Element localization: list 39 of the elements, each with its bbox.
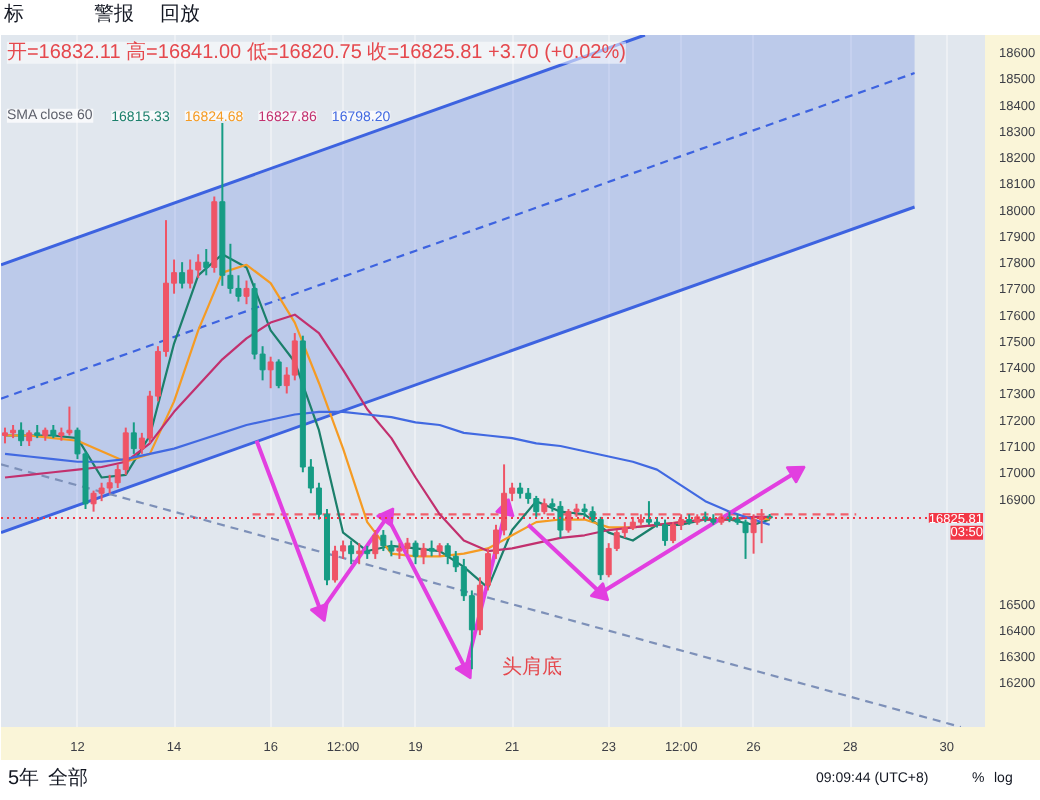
candlestick bbox=[750, 513, 757, 555]
candlestick bbox=[203, 248, 210, 277]
text: 标 bbox=[4, 4, 24, 28]
candlestick bbox=[356, 542, 363, 566]
candlestick bbox=[662, 518, 669, 547]
candlestick bbox=[130, 421, 137, 455]
candlestick bbox=[195, 253, 202, 279]
candlestick bbox=[291, 332, 298, 382]
candlestick bbox=[187, 258, 194, 290]
candlestick bbox=[742, 518, 749, 560]
candlestick bbox=[66, 405, 73, 437]
candlestick bbox=[380, 529, 387, 553]
annotation: 头肩底 bbox=[502, 654, 563, 679]
text: 5年 bbox=[8, 768, 40, 792]
candlestick bbox=[444, 542, 451, 566]
candlestick bbox=[645, 500, 652, 526]
candlestick bbox=[179, 261, 186, 290]
candlestick bbox=[235, 274, 242, 303]
candlestick bbox=[122, 426, 129, 476]
candlestick bbox=[758, 508, 765, 545]
candlestick bbox=[412, 539, 419, 566]
candlestick bbox=[557, 500, 564, 539]
candlestick bbox=[90, 489, 97, 513]
candlestick bbox=[420, 542, 427, 566]
candlestick bbox=[533, 494, 540, 518]
candlestick bbox=[670, 521, 677, 545]
candlestick bbox=[267, 355, 274, 390]
candlestick bbox=[106, 473, 113, 495]
annotation: 开=16832.11 高=16841.00 低=16820.75 收=16825.81 +3.70 (+0.02%) bbox=[6, 39, 626, 64]
text: 警报 bbox=[94, 4, 134, 28]
candlestick bbox=[332, 544, 339, 584]
candlestick bbox=[275, 358, 282, 390]
text: 回放 bbox=[160, 4, 200, 28]
candlestick bbox=[565, 508, 572, 534]
candlestick bbox=[243, 279, 250, 306]
candlestick bbox=[372, 529, 379, 560]
candlestick bbox=[18, 421, 25, 447]
candlestick bbox=[348, 539, 355, 566]
text: 全部 bbox=[48, 768, 88, 792]
